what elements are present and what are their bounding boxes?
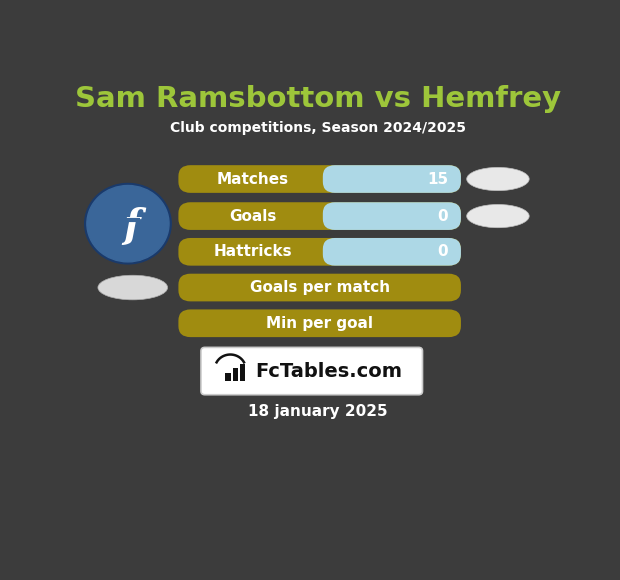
FancyBboxPatch shape	[240, 364, 245, 381]
FancyBboxPatch shape	[179, 274, 461, 302]
Text: Goals: Goals	[229, 209, 277, 223]
Text: FcTables.com: FcTables.com	[255, 361, 402, 380]
Text: 18 january 2025: 18 january 2025	[248, 404, 388, 419]
FancyBboxPatch shape	[323, 202, 461, 230]
Text: 15: 15	[427, 172, 448, 187]
Text: Min per goal: Min per goal	[266, 316, 373, 331]
Text: 0: 0	[437, 244, 448, 259]
Text: Club competitions, Season 2024/2025: Club competitions, Season 2024/2025	[170, 121, 466, 135]
Text: Hattricks: Hattricks	[214, 244, 292, 259]
FancyBboxPatch shape	[323, 238, 461, 266]
Ellipse shape	[467, 205, 529, 228]
FancyBboxPatch shape	[179, 238, 461, 266]
FancyBboxPatch shape	[226, 373, 231, 381]
Text: Goals per match: Goals per match	[250, 280, 390, 295]
Text: Matches: Matches	[217, 172, 289, 187]
FancyBboxPatch shape	[179, 202, 461, 230]
Text: Sam Ramsbottom vs Hemfrey: Sam Ramsbottom vs Hemfrey	[74, 85, 561, 113]
FancyBboxPatch shape	[323, 165, 461, 193]
Text: f: f	[123, 207, 140, 245]
Ellipse shape	[98, 276, 167, 300]
FancyBboxPatch shape	[201, 347, 422, 395]
Circle shape	[85, 183, 171, 264]
FancyBboxPatch shape	[179, 165, 461, 193]
FancyBboxPatch shape	[232, 368, 238, 381]
Text: 0: 0	[437, 209, 448, 223]
Ellipse shape	[467, 168, 529, 191]
Circle shape	[87, 186, 169, 262]
FancyBboxPatch shape	[179, 309, 461, 337]
